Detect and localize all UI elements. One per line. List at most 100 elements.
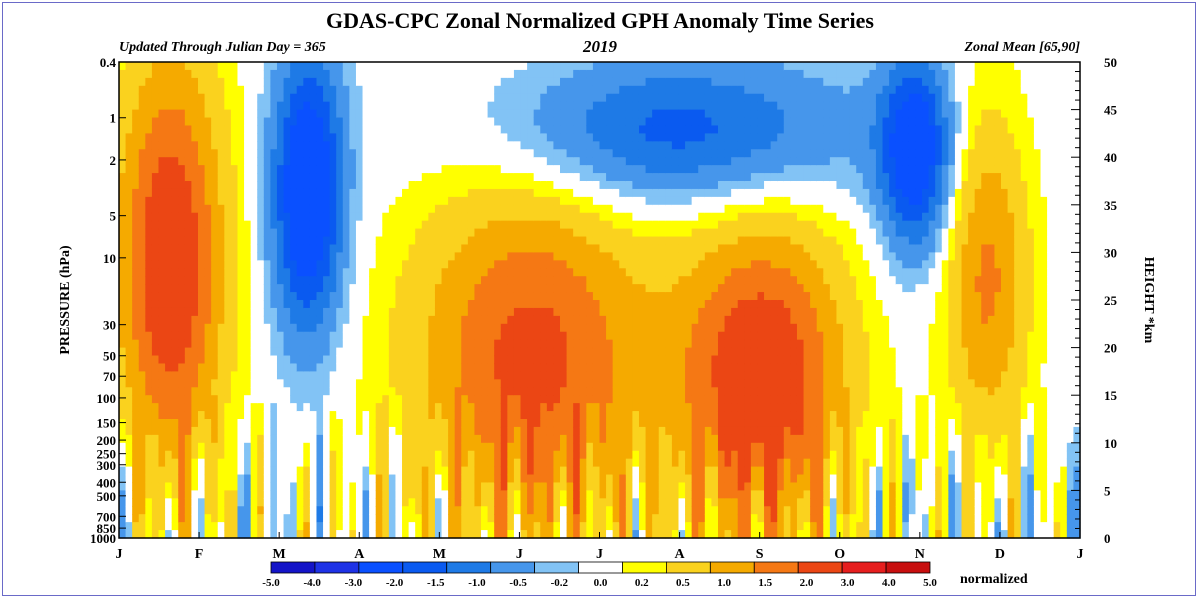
field-cell xyxy=(507,141,515,150)
field-cell xyxy=(467,395,476,404)
field-cell xyxy=(448,426,456,436)
field-cell xyxy=(527,236,535,246)
field-cell xyxy=(132,482,140,491)
field-cell xyxy=(599,292,607,301)
field-cell xyxy=(342,403,350,412)
field-cell xyxy=(125,284,133,293)
field-cell xyxy=(257,466,265,476)
field-cell xyxy=(599,387,607,396)
field-cell xyxy=(184,419,192,428)
field-cell xyxy=(500,181,508,190)
field-cell xyxy=(599,204,607,214)
field-cell xyxy=(382,292,390,301)
field-cell xyxy=(507,165,515,174)
field-cell xyxy=(625,307,634,317)
field-cell xyxy=(507,466,515,476)
field-cell xyxy=(158,188,166,198)
field-cell xyxy=(349,466,357,476)
field-cell xyxy=(513,141,522,150)
field-cell xyxy=(553,188,561,198)
field-cell xyxy=(513,403,522,412)
field-cell xyxy=(151,434,160,444)
field-cell xyxy=(606,101,614,111)
field-cell xyxy=(151,379,160,388)
field-cell xyxy=(323,363,331,372)
field-cell xyxy=(184,133,192,142)
field-cell xyxy=(323,395,331,404)
field-cell xyxy=(448,252,456,261)
field-cell xyxy=(540,506,548,515)
field-cell xyxy=(454,442,462,452)
field-cell xyxy=(237,506,245,515)
field-cell xyxy=(467,157,476,166)
field-cell xyxy=(342,474,350,484)
field-cell xyxy=(441,363,449,372)
field-cell xyxy=(467,379,476,388)
field-cell xyxy=(263,403,271,412)
field-cell xyxy=(513,101,522,111)
field-cell xyxy=(421,379,429,388)
field-cell xyxy=(467,482,476,491)
field-cell xyxy=(191,149,199,158)
field-cell xyxy=(237,442,245,452)
field-cell xyxy=(197,62,206,71)
field-cell xyxy=(158,141,166,150)
field-cell xyxy=(375,363,383,372)
field-cell xyxy=(151,196,160,206)
field-cell xyxy=(658,188,666,198)
field-cell xyxy=(533,212,541,222)
field-cell xyxy=(355,276,364,285)
field-cell xyxy=(553,315,561,325)
field-cell xyxy=(487,514,495,523)
field-cell xyxy=(191,307,199,317)
field-cell xyxy=(178,260,186,269)
field-cell xyxy=(158,252,166,261)
field-cell xyxy=(638,93,647,103)
field-cell xyxy=(619,530,627,539)
field-cell xyxy=(382,77,390,87)
field-cell xyxy=(263,419,271,428)
field-cell xyxy=(645,474,653,484)
field-cell xyxy=(217,204,225,214)
field-cell xyxy=(520,371,528,380)
field-cell xyxy=(625,77,634,87)
field-cell xyxy=(513,506,522,515)
field-cell xyxy=(638,363,647,372)
field-cell xyxy=(316,236,324,246)
field-cell xyxy=(197,133,206,142)
field-cell xyxy=(211,93,219,103)
field-cell xyxy=(132,165,140,174)
field-cell xyxy=(211,125,219,134)
field-cell xyxy=(579,363,587,372)
field-cell xyxy=(184,173,192,182)
field-cell xyxy=(204,284,212,293)
field-cell xyxy=(625,419,634,428)
field-cell xyxy=(369,379,377,388)
field-cell xyxy=(290,93,298,103)
field-cell xyxy=(290,411,298,420)
field-cell xyxy=(395,77,403,87)
field-cell xyxy=(461,411,469,420)
field-cell xyxy=(652,204,660,214)
field-cell xyxy=(145,363,153,372)
field-cell xyxy=(573,141,581,150)
field-cell xyxy=(145,62,153,71)
field-cell xyxy=(428,458,436,468)
field-cell xyxy=(204,403,212,412)
field-cell xyxy=(217,339,225,349)
field-cell xyxy=(257,292,265,301)
field-cell xyxy=(197,260,206,269)
field-cell xyxy=(191,220,199,230)
field-cell xyxy=(652,141,660,150)
field-cell xyxy=(566,315,574,325)
field-cell xyxy=(487,181,495,190)
field-cell xyxy=(145,173,153,182)
field-cell xyxy=(513,419,522,428)
field-cell xyxy=(513,62,522,71)
field-cell xyxy=(454,165,462,174)
field-cell xyxy=(158,276,166,285)
field-cell xyxy=(481,331,489,341)
field-cell xyxy=(540,157,548,166)
field-cell xyxy=(652,149,660,158)
field-cell xyxy=(125,300,133,309)
